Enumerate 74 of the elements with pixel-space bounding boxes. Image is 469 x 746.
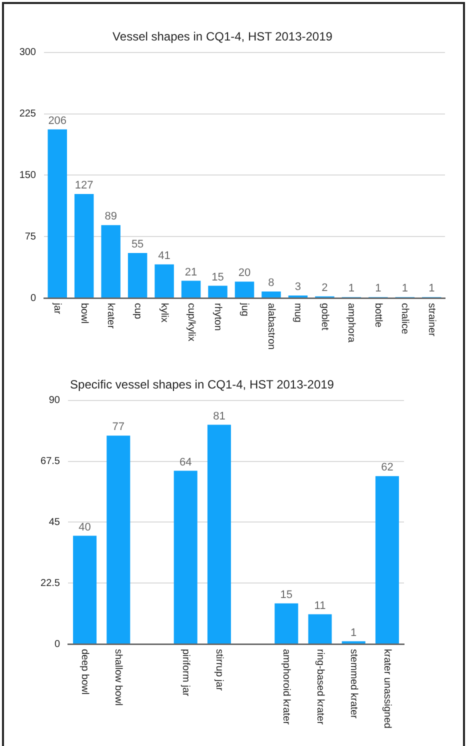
bar [308,614,332,644]
chart-title: Vessel shapes in CQ1-4, HST 2013-2019 [112,30,333,44]
data-label: 15 [212,271,224,284]
x-tick-label: krater unassigned [381,649,392,728]
bar [73,536,97,644]
x-tick-label: shallow bowl [112,649,124,706]
bar [262,291,281,298]
x-tick-label: chalice [399,303,410,335]
x-tick-label: strainer [426,303,437,338]
data-label: 206 [48,114,67,127]
bar [234,282,254,298]
x-tick-label: bottle [372,303,384,328]
x-tick-label: amphoroid krater [280,649,292,726]
data-label: 62 [381,462,394,474]
y-tick-label: 225 [19,108,36,120]
x-tick-label: krater [105,303,116,330]
data-label: 1 [350,626,357,639]
data-label: 64 [179,456,192,468]
data-label: 1 [428,282,435,295]
bar [375,476,399,644]
y-tick-label: 45 [48,516,60,528]
bar [48,129,67,298]
x-tick-label: amphora [346,303,357,343]
x-tick-label: bowl [78,303,90,324]
bar [74,194,94,298]
x-tick-label: ring-based krater [314,649,326,726]
x-tick-label: cup/kylix [185,303,196,342]
x-tick-label: goblet [318,303,330,330]
data-label: 15 [280,588,293,601]
y-tick-label: 0 [54,638,60,650]
bar [181,280,201,298]
y-tick-label: 22.5 [40,578,60,589]
bar [106,436,130,644]
bar [101,225,120,298]
x-tick-label: rhyton [212,303,224,331]
data-label: 127 [74,180,94,192]
x-tick-label: mug [292,303,304,322]
data-label: 41 [158,250,170,262]
x-tick-label: jar [52,302,63,315]
y-tick-label: 0 [30,292,36,304]
x-tick-label: stirrup jar [213,649,224,692]
bar [207,424,231,644]
bar [154,264,174,298]
x-tick-label: alabastron [265,303,276,350]
y-tick-label: 75 [24,231,36,242]
x-tick-label: piriform jar [180,649,191,697]
x-tick-label: cup [132,303,143,320]
data-label: 20 [238,267,251,280]
data-label: 8 [268,276,274,289]
bar [208,286,228,298]
y-tick-label: 300 [19,47,36,58]
data-label: 77 [112,421,125,434]
chart-title: Specific vessel shapes in CQ1-4, HST 2013-2019 [70,378,334,392]
x-tick-label: kylix [158,303,170,322]
x-tick-label: deep bowl [79,649,90,695]
data-label: 40 [78,521,91,534]
x-tick-label: stemmed krater [348,649,359,720]
bar [174,470,198,644]
bar [274,603,298,644]
data-label: 89 [104,210,117,223]
data-label: 1 [375,282,382,295]
y-tick-label: 150 [19,170,36,181]
data-label: 1 [348,282,354,295]
data-label: 2 [322,282,328,294]
y-tick-label: 90 [48,395,60,406]
x-tick-label: jug [238,302,250,316]
data-label: 1 [402,282,408,295]
data-label: 3 [294,281,302,294]
data-label: 11 [314,600,326,612]
data-label: 55 [131,238,144,251]
y-tick-label: 67.5 [40,456,60,468]
bar [128,252,148,298]
data-label: 81 [213,410,226,422]
data-label: 21 [184,266,198,278]
